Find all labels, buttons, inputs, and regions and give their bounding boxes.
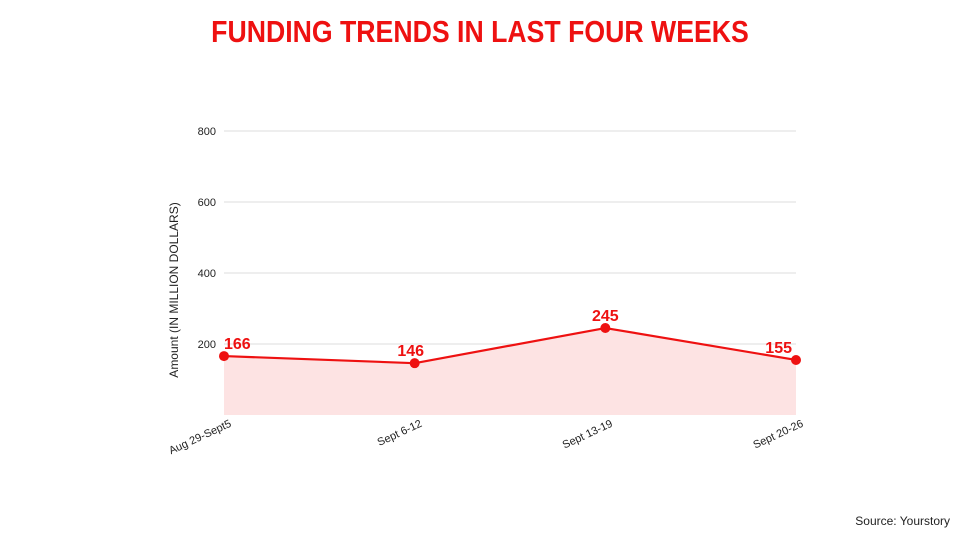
point-layer bbox=[219, 323, 801, 369]
series-line bbox=[223, 326, 797, 365]
y-tick-label: 400 bbox=[198, 268, 216, 280]
data-label: 166 bbox=[224, 336, 251, 353]
y-tick-label: 800 bbox=[198, 126, 216, 138]
data-label: 155 bbox=[765, 340, 792, 357]
line-layer bbox=[223, 326, 797, 365]
y-tick-labels: 200 400 600 800 bbox=[198, 126, 216, 351]
x-category-labels: Aug 29-Sept5 Sept 6-12 Sept 13-19 Sept 20-2… bbox=[167, 418, 805, 457]
area-layer bbox=[224, 328, 796, 415]
data-point bbox=[791, 354, 801, 365]
data-point bbox=[219, 351, 229, 362]
x-category-label: Aug 29-Sept5 bbox=[167, 418, 233, 457]
x-category-label: Sept 6-12 bbox=[376, 418, 424, 449]
gridlines bbox=[224, 130, 796, 345]
data-point bbox=[600, 323, 611, 334]
series-area bbox=[224, 328, 796, 415]
y-axis-title: Amount (IN MILLION DOLLARS) bbox=[167, 202, 181, 377]
x-category-label: Sept 20-26 bbox=[751, 418, 805, 452]
data-label: 146 bbox=[397, 343, 424, 360]
chart-title: FUNDING TRENDS IN LAST FOUR WEEKS bbox=[211, 14, 749, 49]
data-point bbox=[409, 358, 420, 369]
source-note: Source: Yourstory bbox=[855, 514, 950, 528]
x-category-label: Sept 13-19 bbox=[561, 418, 615, 452]
data-label: 245 bbox=[592, 308, 619, 325]
data-labels: 166 146 245 155 bbox=[224, 308, 792, 360]
y-tick-label: 200 bbox=[198, 339, 216, 351]
y-tick-label: 600 bbox=[198, 197, 216, 209]
